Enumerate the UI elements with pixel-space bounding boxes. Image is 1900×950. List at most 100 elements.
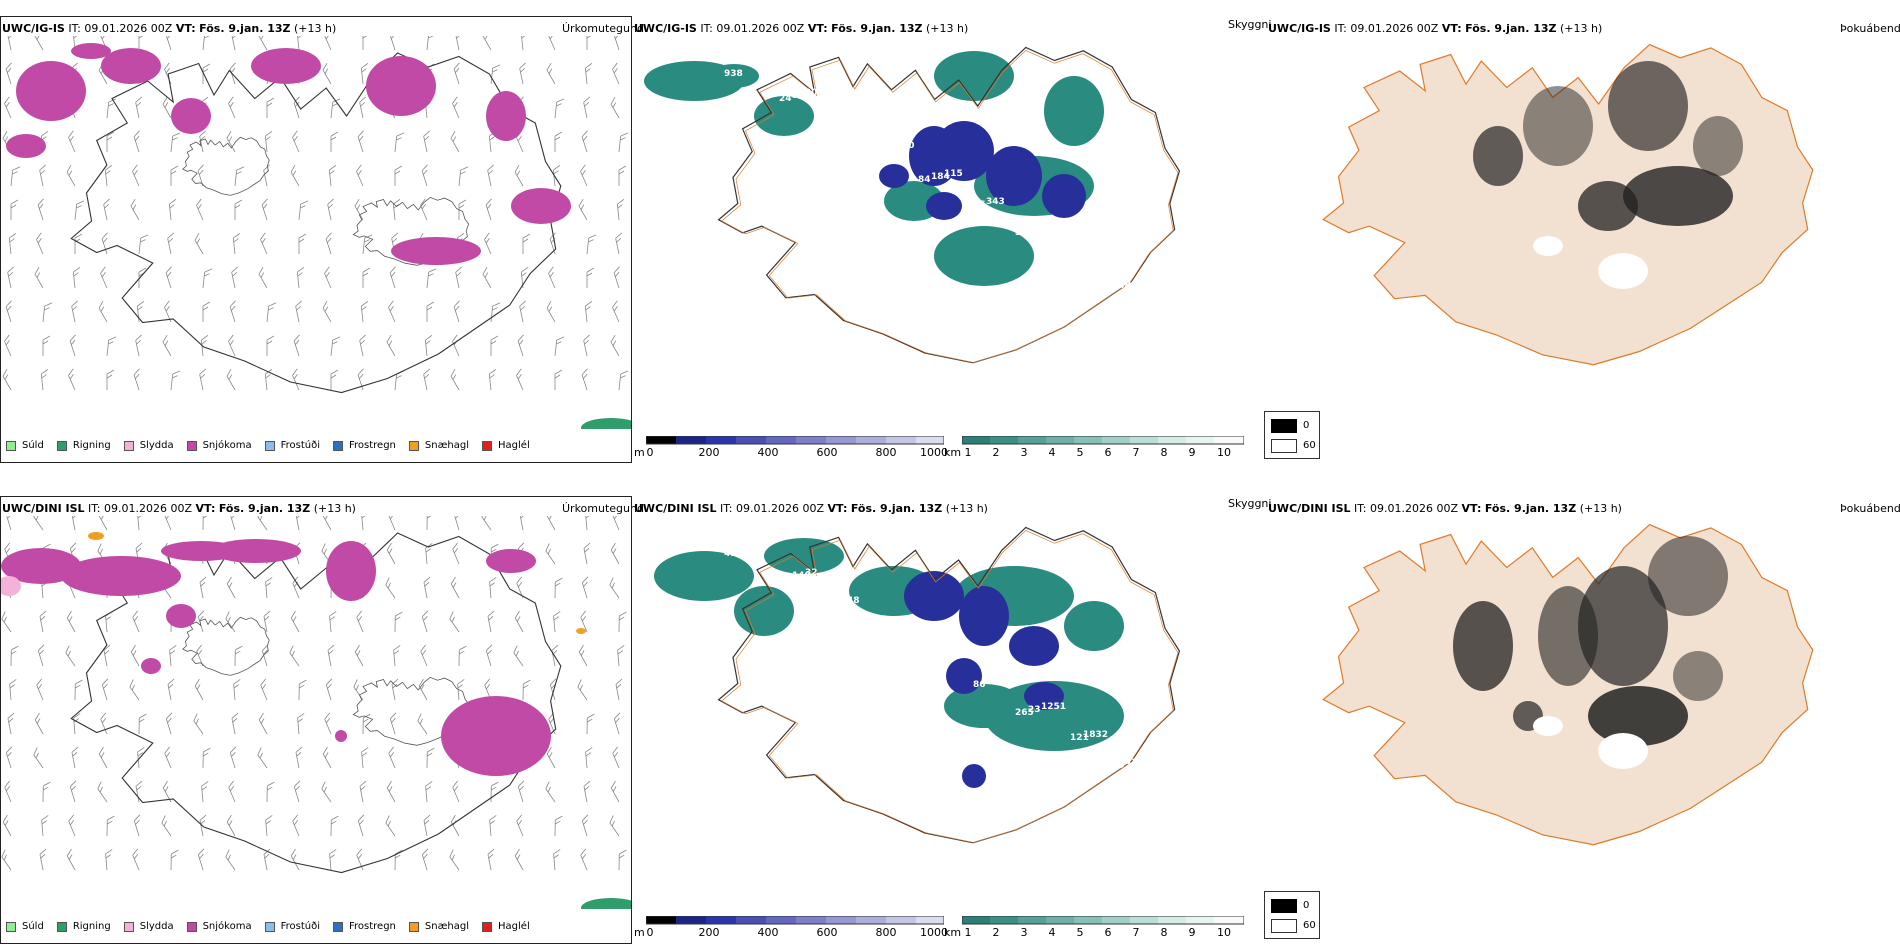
wind-barb bbox=[42, 781, 51, 803]
fog-indicator-area bbox=[1588, 686, 1688, 746]
wind-barb bbox=[362, 36, 368, 50]
wind-barb bbox=[450, 576, 460, 599]
wind-barb bbox=[553, 849, 561, 871]
wind-barb bbox=[450, 130, 460, 153]
wind-barb bbox=[394, 132, 405, 153]
height-tick: 200 bbox=[698, 926, 720, 939]
wind-barb bbox=[130, 198, 140, 221]
km-tick: 5 bbox=[1076, 446, 1084, 459]
wind-barb bbox=[516, 814, 524, 837]
height-tick: 400 bbox=[757, 446, 779, 459]
wind-barb bbox=[578, 644, 588, 667]
wind-barb bbox=[357, 814, 365, 837]
glacier-outline bbox=[352, 676, 470, 746]
rain-area bbox=[581, 418, 631, 429]
wind-barb bbox=[263, 610, 271, 633]
wind-barb bbox=[325, 678, 333, 701]
wind-barb bbox=[458, 645, 467, 667]
height-tick: 600 bbox=[816, 446, 838, 459]
wind-barb bbox=[136, 301, 145, 323]
wind-barb bbox=[106, 98, 117, 119]
row1-vis-title: Skyggni bbox=[1228, 18, 1272, 31]
wind-barb bbox=[266, 781, 275, 803]
wind-barb bbox=[103, 644, 111, 667]
low-visibility-area bbox=[986, 146, 1042, 206]
wind-barb bbox=[353, 679, 364, 701]
wind-barb bbox=[101, 232, 108, 255]
wind-barb bbox=[36, 678, 44, 701]
wind-barb bbox=[292, 814, 300, 837]
wind-barb bbox=[610, 780, 620, 803]
wind-barb bbox=[228, 96, 236, 119]
wind-barb bbox=[130, 644, 140, 667]
low-cloud-area bbox=[1044, 76, 1104, 146]
km-tick: 9 bbox=[1188, 926, 1196, 939]
cloud-base-label: 265 bbox=[1015, 708, 1034, 718]
wind-barb bbox=[5, 62, 12, 85]
cloud-base-label: 154 bbox=[737, 786, 756, 796]
km-tick: 10 bbox=[1217, 926, 1231, 939]
snow-area bbox=[335, 730, 347, 742]
wind-barb bbox=[449, 611, 460, 633]
wind-barb bbox=[74, 200, 85, 221]
wind-barb bbox=[545, 781, 556, 803]
height-tick: 0 bbox=[646, 446, 654, 459]
wind-barb bbox=[168, 199, 177, 221]
wind-barb bbox=[234, 166, 245, 187]
row2-fog-header: UWC/DINI ISL IT: 09.01.2026 00Z VT: Fös.… bbox=[1268, 502, 1622, 515]
wind-barb bbox=[137, 747, 145, 769]
wind-barb bbox=[106, 815, 115, 837]
snow-area bbox=[1, 548, 81, 584]
wind-barb bbox=[356, 848, 364, 871]
legend-item-freezing-rain: Frostregn bbox=[333, 921, 396, 932]
height-tick: 1000 bbox=[920, 446, 948, 459]
wind-barb bbox=[234, 645, 243, 667]
wind-barb bbox=[583, 542, 591, 565]
wind-barb bbox=[613, 266, 620, 289]
wind-barb bbox=[514, 610, 524, 633]
wind-barb bbox=[295, 746, 303, 769]
wind-barb bbox=[231, 712, 239, 735]
wind-barb bbox=[234, 199, 243, 220]
wind-barb bbox=[490, 302, 501, 323]
wind-barb bbox=[4, 334, 12, 357]
wind-barb bbox=[425, 543, 433, 565]
wind-barb bbox=[199, 130, 206, 153]
wind-barb bbox=[225, 611, 236, 633]
wind-barb bbox=[132, 164, 140, 187]
wind-barb bbox=[554, 131, 563, 152]
wind-barb bbox=[232, 233, 241, 255]
wind-barb bbox=[194, 678, 204, 701]
glacier-outline bbox=[182, 616, 270, 676]
km-tick: 8 bbox=[1160, 446, 1168, 459]
wind-barb bbox=[426, 747, 435, 769]
km-tick: 2 bbox=[992, 446, 1000, 459]
low-cloud-area bbox=[764, 538, 844, 574]
height-tick: 1000 bbox=[920, 926, 948, 939]
row1-fog-header: UWC/IG-IS IT: 09.01.2026 00Z VT: Fös. 9.… bbox=[1268, 22, 1603, 35]
wind-barb bbox=[298, 679, 307, 701]
wind-barb bbox=[546, 62, 556, 85]
wind-barb bbox=[458, 166, 469, 187]
km-tick: 2 bbox=[992, 926, 1000, 939]
fog-indicator-area bbox=[1523, 86, 1593, 166]
legend-item-snow: Snjókoma bbox=[186, 921, 252, 932]
km-colorbar-swatches bbox=[962, 916, 1244, 925]
wind-barb bbox=[485, 198, 492, 221]
wind-barb bbox=[449, 849, 460, 871]
wind-barb bbox=[423, 814, 431, 837]
cloud-base-label: 121 bbox=[1070, 733, 1089, 743]
wind-barb bbox=[265, 815, 273, 837]
row1-km-colorbar: km 1 2 3 4 5 6 7 8 9 10 bbox=[944, 436, 1244, 462]
wind-barb bbox=[106, 131, 115, 152]
wind-barb bbox=[482, 266, 492, 289]
km-tick: 4 bbox=[1048, 926, 1056, 939]
wind-barb bbox=[359, 96, 366, 119]
wind-barb bbox=[546, 300, 556, 323]
wind-barb bbox=[289, 645, 300, 667]
wind-barb bbox=[513, 645, 524, 667]
wind-barb bbox=[199, 814, 207, 837]
wind-barb bbox=[266, 335, 275, 356]
wind-barb bbox=[361, 747, 369, 769]
wind-barb bbox=[199, 576, 207, 599]
